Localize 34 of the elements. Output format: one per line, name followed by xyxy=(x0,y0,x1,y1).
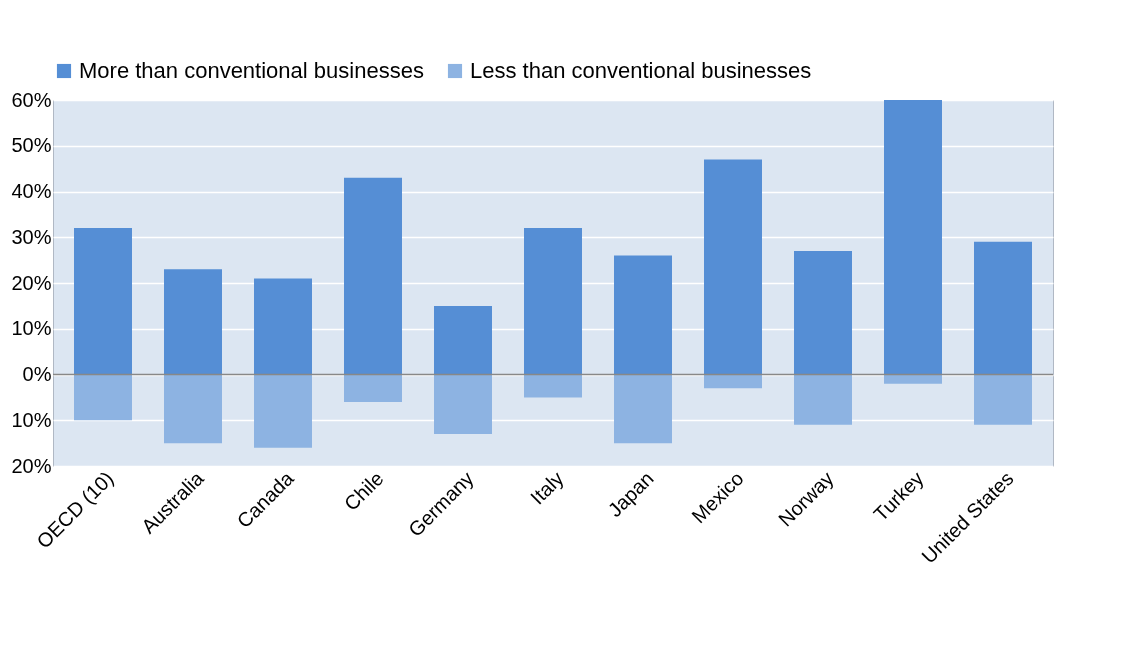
bar xyxy=(74,374,132,421)
bar xyxy=(254,374,312,448)
bar xyxy=(344,177,402,375)
bar xyxy=(794,250,852,375)
bar xyxy=(884,100,942,375)
bar xyxy=(704,159,762,375)
x-tick-label: Italy xyxy=(526,467,568,509)
legend-label: Less than conventional businesses xyxy=(470,58,812,83)
y-tick-label: 20% xyxy=(11,271,52,294)
bar xyxy=(524,228,582,375)
bar xyxy=(614,255,672,375)
bar xyxy=(434,374,492,434)
bar xyxy=(344,374,402,402)
bar xyxy=(614,374,672,444)
y-tick-label: 40% xyxy=(11,180,52,202)
bar xyxy=(974,374,1032,425)
y-tick-label: 10% xyxy=(11,408,52,431)
bar xyxy=(884,374,942,384)
bar xyxy=(434,305,492,375)
bar xyxy=(524,374,582,398)
y-tick-label: 60% xyxy=(11,88,52,111)
legend-label: More than conventional businesses xyxy=(79,58,424,83)
y-tick-label: 50% xyxy=(11,134,52,157)
bar xyxy=(164,269,222,375)
bar xyxy=(794,374,852,425)
bar xyxy=(254,278,312,375)
y-tick-label: 0% xyxy=(22,363,52,385)
y-tick-label: 20% xyxy=(11,454,52,477)
bar xyxy=(74,228,132,375)
y-tick-label: 30% xyxy=(11,225,52,248)
bar xyxy=(704,374,762,389)
y-tick-label: 10% xyxy=(11,317,52,340)
bar xyxy=(974,241,1032,375)
bar xyxy=(164,374,222,444)
